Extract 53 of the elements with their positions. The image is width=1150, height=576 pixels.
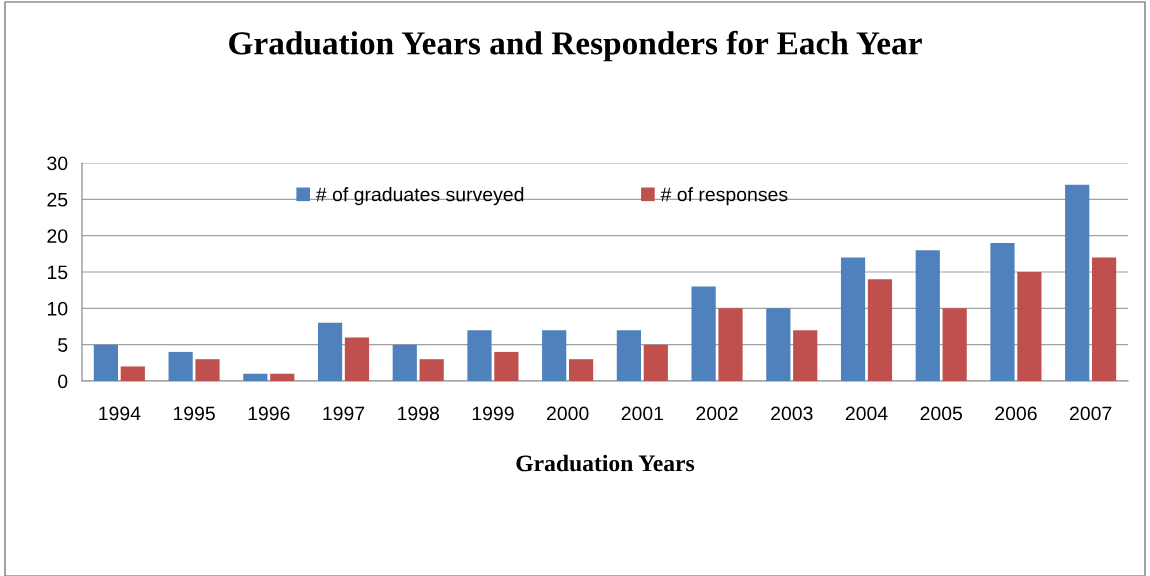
bar [317, 322, 343, 381]
x-tick-label: 1999 [472, 406, 514, 421]
bar [467, 330, 492, 381]
x-tick-label: 2000 [547, 406, 589, 421]
bar [344, 337, 370, 381]
bar [270, 373, 295, 381]
y-tick-label: 25 [47, 192, 68, 207]
chart-title: Graduation Years and Responders for Each Year [229, 30, 922, 62]
bar [195, 359, 220, 381]
bar [243, 373, 268, 381]
bar [1091, 257, 1117, 381]
bar [718, 308, 743, 381]
bar [1065, 184, 1090, 381]
bar [793, 330, 818, 381]
bar [93, 344, 119, 381]
x-tick-label: 2003 [771, 406, 813, 421]
bar [691, 286, 716, 381]
x-tick-label: 1996 [248, 406, 290, 421]
x-tick-label: 2006 [995, 406, 1037, 421]
x-tick-label: 2001 [621, 406, 664, 421]
y-tick-label: 20 [47, 229, 68, 243]
bar [168, 351, 193, 381]
bar [766, 308, 791, 381]
x-tick-label: 1994 [99, 406, 141, 421]
bar [419, 359, 444, 381]
legend-label: # of graduates surveyed [315, 187, 524, 206]
bar [1017, 272, 1042, 381]
y-tick-label: 5 [58, 338, 68, 352]
x-tick-label: 2004 [845, 406, 888, 421]
bar [643, 344, 668, 381]
y-tick-label: 30 [47, 156, 68, 171]
bar [942, 308, 967, 381]
bar [915, 250, 940, 381]
x-tick-label: 1995 [173, 406, 215, 421]
x-axis-title: Graduation Years [516, 454, 695, 472]
x-tick-label: 1998 [398, 406, 439, 421]
legend-label: # of responses [660, 187, 788, 206]
y-tick-label: 10 [47, 301, 68, 316]
bar [840, 257, 866, 381]
bar [494, 351, 519, 381]
bar [616, 330, 642, 381]
x-tick-label: 2005 [920, 406, 963, 421]
bar [120, 366, 145, 381]
bar [542, 330, 567, 381]
bar [568, 359, 594, 381]
bar [990, 242, 1015, 381]
y-tick-label: 15 [47, 265, 68, 280]
x-tick-label: 2002 [696, 406, 738, 421]
x-tick-label: 2007 [1070, 406, 1112, 421]
bar [867, 279, 893, 381]
y-tick-label: 0 [58, 374, 68, 389]
bar [392, 344, 417, 381]
x-tick-label: 1997 [323, 406, 365, 421]
